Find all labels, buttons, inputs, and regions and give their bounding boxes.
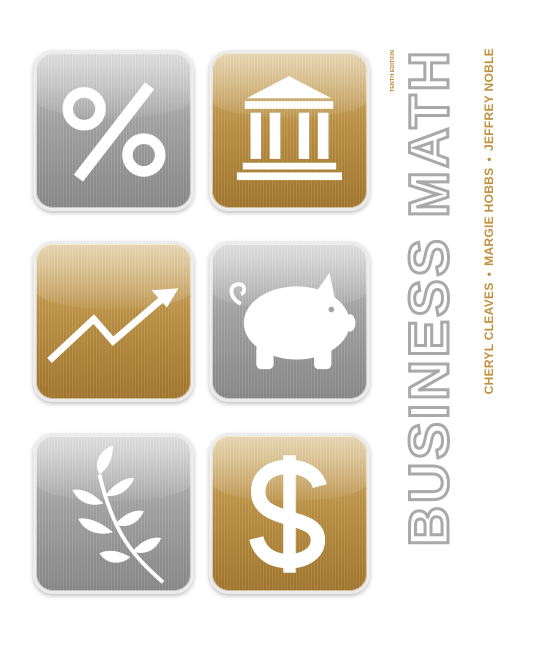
author-name: MARGIE HOBBS: [482, 167, 496, 266]
separator-dot: •: [482, 157, 496, 162]
author-name: JEFFREY NOBLE: [482, 48, 496, 152]
percent-tile: [33, 50, 194, 211]
book-title: BUSINESS MATH: [396, 47, 462, 548]
authors-container: CHERYL CLEAVES • MARGIE HOBBS • JEFFREY NOBL…: [480, 48, 498, 400]
growth-plant-tile: [33, 433, 194, 594]
authors-line: CHERYL CLEAVES • MARGIE HOBBS • JEFFREY NOBL…: [480, 48, 498, 400]
piggy-bank-icon: [229, 272, 356, 370]
edition-container: TENTH EDITION: [388, 50, 398, 110]
currency-tile: [209, 433, 370, 594]
growth-tile: [33, 241, 194, 402]
dollar-sign-icon: [249, 455, 327, 573]
book-title-container: BUSINESS MATH: [396, 47, 462, 608]
percent-icon: [62, 82, 166, 182]
bank-building-icon: [237, 76, 342, 181]
author-name: CHERYL CLEAVES: [482, 282, 496, 395]
trend-up-arrow-icon: [47, 288, 179, 363]
separator-dot: •: [482, 271, 496, 277]
plant-sprig-icon: [72, 445, 165, 584]
bank-tile: [209, 50, 370, 211]
edition-label: TENTH EDITION: [390, 50, 396, 93]
savings-tile: [209, 241, 370, 402]
